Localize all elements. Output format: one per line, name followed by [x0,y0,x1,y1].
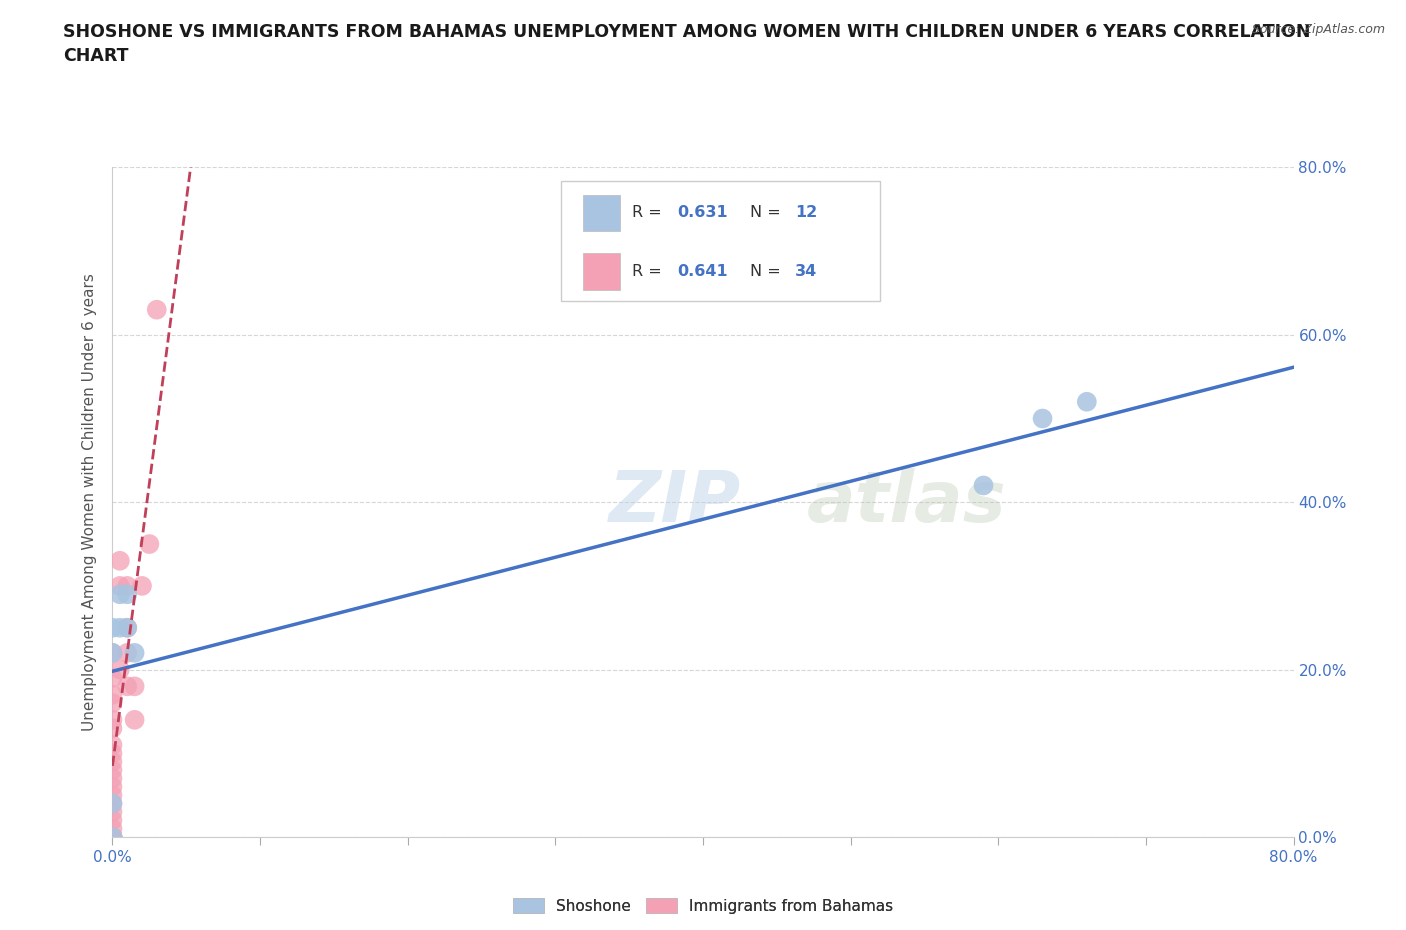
Point [101,813,124,828]
Point [138,537,160,551]
Text: 0.641: 0.641 [678,264,728,279]
FancyBboxPatch shape [582,194,620,232]
Point [117,620,138,635]
Point [101,645,124,660]
Point [101,771,124,786]
Text: 34: 34 [796,264,817,279]
Point [117,578,138,593]
Point [101,830,124,844]
Point [117,587,138,602]
Point [124,712,146,727]
Point [117,645,138,660]
Point [101,687,124,702]
Point [101,754,124,769]
Point [101,830,124,844]
Point [101,645,124,660]
Point [101,804,124,819]
Point [101,796,124,811]
Point [108,578,131,593]
Point [101,779,124,794]
Point [973,478,995,493]
Text: R =: R = [633,264,666,279]
Point [101,821,124,836]
Point [101,712,124,727]
Point [101,830,124,844]
FancyBboxPatch shape [582,253,620,289]
Point [101,696,124,711]
Y-axis label: Unemployment Among Women with Children Under 6 years: Unemployment Among Women with Children U… [82,273,97,731]
Text: R =: R = [633,206,666,220]
FancyBboxPatch shape [561,180,880,301]
Point [1076,394,1098,409]
Text: N =: N = [751,206,786,220]
Point [124,645,146,660]
Point [146,302,169,317]
Point [101,763,124,777]
Point [101,830,124,844]
Point [131,578,153,593]
Point [101,620,124,635]
Point [1032,411,1054,426]
Point [108,587,131,602]
Point [108,662,131,677]
Text: 0.631: 0.631 [678,206,728,220]
Point [101,671,124,685]
Point [124,679,146,694]
Point [117,679,138,694]
Point [117,620,138,635]
Point [101,830,124,844]
Point [101,788,124,803]
Text: Source: ZipAtlas.com: Source: ZipAtlas.com [1251,23,1385,36]
Text: atlas: atlas [807,468,1007,537]
Text: 12: 12 [796,206,817,220]
Text: N =: N = [751,264,786,279]
Point [101,796,124,811]
Legend: Shoshone, Immigrants from Bahamas: Shoshone, Immigrants from Bahamas [508,892,898,920]
Point [101,737,124,752]
Point [101,721,124,736]
Text: SHOSHONE VS IMMIGRANTS FROM BAHAMAS UNEMPLOYMENT AMONG WOMEN WITH CHILDREN UNDER: SHOSHONE VS IMMIGRANTS FROM BAHAMAS UNEM… [63,23,1310,65]
Text: ZIP: ZIP [609,468,741,537]
Point [108,553,131,568]
Point [108,620,131,635]
Point [101,746,124,761]
Point [101,830,124,844]
